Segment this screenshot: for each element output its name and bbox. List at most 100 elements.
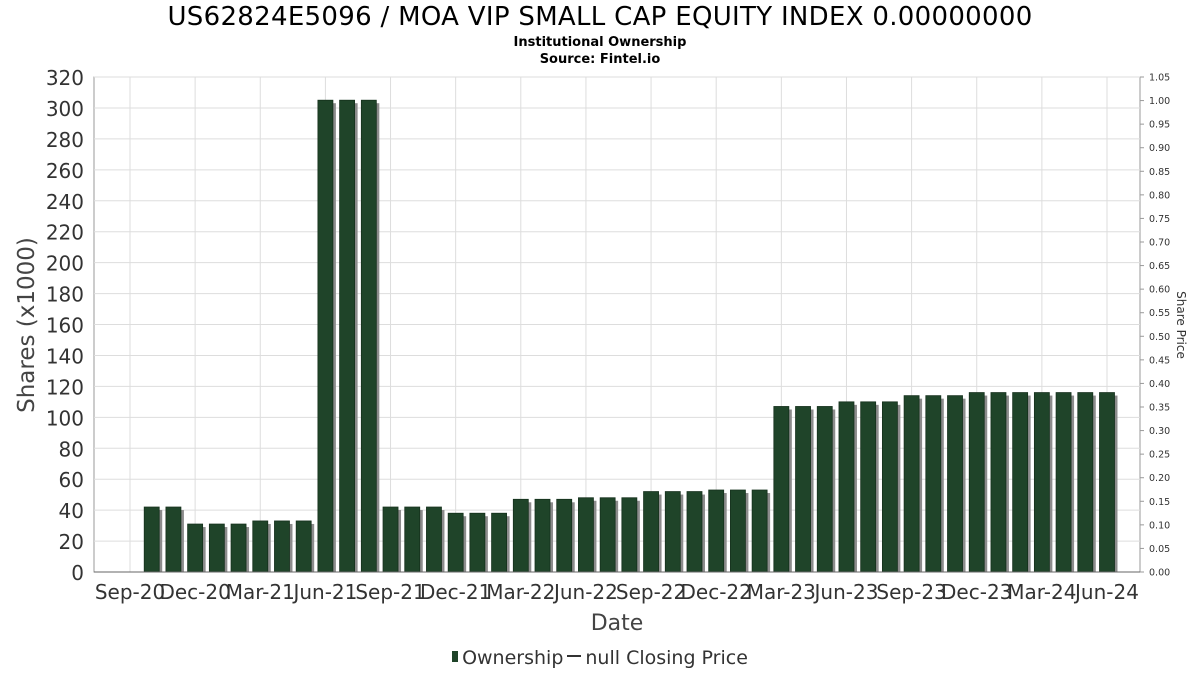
y-tick-label: 300 [46,97,84,121]
y-tick-label: 240 [46,190,84,214]
y-tick-label: 220 [46,221,84,245]
ownership-bar [426,506,442,573]
y2-tick-label: 0.25 [1149,450,1170,461]
ownership-bar [860,401,877,573]
bar-series-ownership [143,99,1118,573]
y2-tick-label: 1.00 [1149,96,1170,107]
y2-tick-label: 0.00 [1149,568,1170,579]
x-tick-label: Dec-23 [941,580,1012,604]
ownership-bar [578,497,594,573]
y-axis-left: 0 20 40 60 80 100 120 140 160 180 200 220 240 260 280 3… [46,66,84,585]
ownership-bar [1033,392,1050,573]
ownership-bar [404,506,421,573]
y-tick-label: 180 [46,283,84,307]
y-tick-label: 160 [46,314,84,338]
ownership-bar [252,520,269,573]
ownership-bar [903,395,920,573]
y2-tick-label: 0.70 [1149,238,1170,249]
ownership-bar [317,99,334,573]
y-tick-label: 80 [59,437,84,461]
ownership-bar [360,99,377,573]
y2-tick-label: 0.55 [1149,308,1170,319]
y2-tick-label: 0.30 [1149,426,1170,437]
ownership-bar [1012,392,1029,573]
x-tick-label: Sep-20 [95,580,165,604]
ownership-bar [751,489,768,573]
y2-tick-label: 0.90 [1149,143,1170,154]
y2-tick-label: 0.80 [1149,190,1170,201]
y-tick-label: 60 [59,468,84,492]
x-tick-label: Mar-22 [486,580,555,604]
ownership-bar [1055,392,1072,573]
ownership-bar [491,512,507,573]
ownership-bar [295,520,312,573]
x-tick-label: Mar-21 [226,580,295,604]
y2-tick-label: 0.75 [1149,214,1170,225]
y2-tick-label: 0.05 [1149,544,1170,555]
ownership-bar [165,506,182,573]
y2-tick-label: 0.65 [1149,261,1170,272]
y2-tick-label: 0.95 [1149,120,1170,131]
ownership-bar [208,523,225,573]
ownership-bar [795,406,811,573]
x-tick-label: Sep-23 [876,580,946,604]
legend-ownership-label: Ownership [462,647,564,669]
x-axis: Sep-20Dec-20Mar-21Jun-21Sep-21Dec-21Mar-… [94,571,1140,604]
ownership-bar [708,489,725,573]
y-tick-label: 40 [59,499,84,523]
x-tick-label: Mar-23 [747,580,816,604]
chart-source: Source: Fintel.io [539,52,661,67]
chart-subtitle: Institutional Ownership [513,35,687,50]
y-tick-label: 260 [46,159,84,183]
y2-tick-label: 1.05 [1149,73,1170,84]
x-tick-label: Jun-24 [1073,580,1139,604]
y-axis-right: 0.00 0.05 0.10 0.15 0.20 0.25 0.30 0.35 0.40 0.45… [1140,73,1170,579]
x-axis-label: Date [591,611,644,636]
ownership-bar [947,395,963,573]
y-tick-label: 0 [71,561,84,585]
ownership-bar [512,498,529,573]
chart-title: US62824E5096 / MOA VIP SMALL CAP EQUITY … [167,2,1033,32]
ownership-bar [881,401,898,573]
ownership-bar [1077,392,1094,573]
ownership-bar [339,99,356,573]
ownership-bar [1099,392,1115,573]
ownership-bar [773,406,790,573]
ownership-bar [447,512,464,573]
chart-legend: Ownership null Closing Price [0,647,1200,669]
ownership-bar [556,498,573,573]
ownership-bar [816,406,833,573]
ownership-bar [925,395,942,573]
y-tick-label: 20 [59,530,84,554]
x-tick-label: Jun-23 [813,580,879,604]
y-tick-label: 280 [46,128,84,152]
y-tick-label: 100 [46,406,84,430]
ownership-legend-swatch [452,651,459,662]
x-tick-label: Dec-20 [159,580,230,604]
y-axis-label: Shares (x1000) [14,237,40,413]
y-tick-label: 140 [46,344,84,368]
ownership-bar [968,392,985,573]
y2-tick-label: 0.40 [1149,379,1170,390]
ownership-bar [838,401,855,573]
ownership-bar [230,523,247,573]
ownership-bar [469,512,486,573]
x-tick-label: Sep-21 [355,580,425,604]
y2-tick-label: 0.10 [1149,520,1170,531]
y-tick-label: 120 [46,375,84,399]
x-tick-label: Sep-22 [616,580,686,604]
ownership-bar [534,498,551,573]
y-tick-label: 320 [46,66,84,90]
y2-tick-label: 0.50 [1149,332,1170,343]
y2-tick-label: 0.35 [1149,403,1170,414]
price-legend-line [567,654,582,657]
ownership-bar [621,497,638,573]
ownership-bar [143,506,160,573]
x-tick-label: Mar-24 [1007,580,1076,604]
ownership-bar [187,523,204,573]
y2-tick-label: 0.15 [1149,497,1170,508]
x-tick-label: Jun-22 [552,580,618,604]
y2-tick-label: 0.45 [1149,355,1170,366]
ownership-bar [382,506,399,573]
